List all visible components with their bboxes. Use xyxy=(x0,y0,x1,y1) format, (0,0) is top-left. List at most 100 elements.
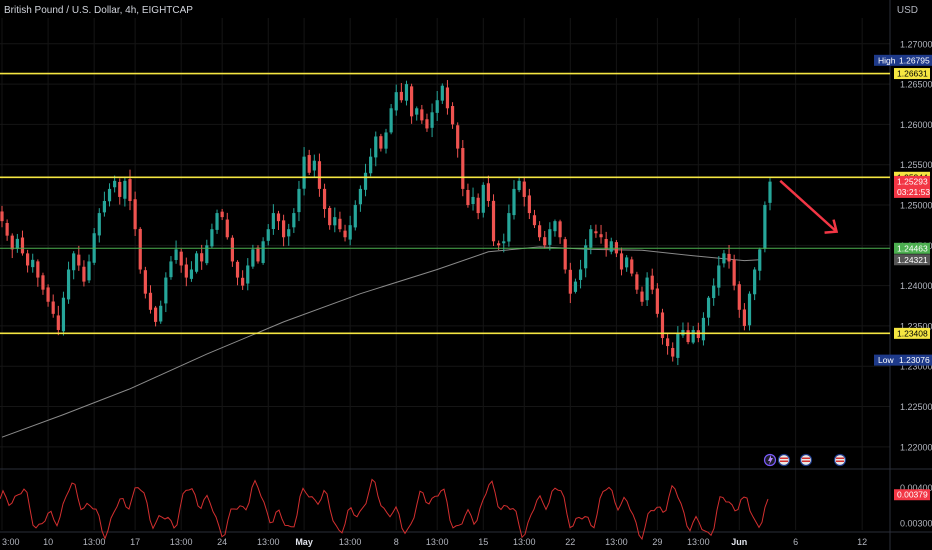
svg-text:1.26795: 1.26795 xyxy=(899,55,930,65)
time-axis[interactable]: 3:00 10 13:00 17 13:00 24 13:00 May 13:00 8 13:00 1… xyxy=(2,537,867,547)
candle-body-36 xyxy=(184,264,188,278)
svg-text:1.23076: 1.23076 xyxy=(899,355,930,365)
price-label-ma-5: 1.24321 xyxy=(894,254,930,266)
candle-body-15 xyxy=(77,254,81,266)
candle-body-98 xyxy=(502,241,506,244)
candle-body-41 xyxy=(210,229,214,247)
candle-body-35 xyxy=(179,251,183,266)
time-tick-6: 13:00 xyxy=(257,537,280,547)
candle-body-144 xyxy=(737,284,741,310)
time-tick-2: 13:00 xyxy=(83,537,106,547)
forecast-arrow xyxy=(779,179,839,234)
candle-body-28 xyxy=(143,270,147,294)
candle-body-111 xyxy=(568,269,572,294)
candle-body-16 xyxy=(82,266,86,282)
candle-body-105 xyxy=(538,225,542,238)
price-tick-7: 1.23500 xyxy=(900,321,932,331)
arrow-shaft xyxy=(779,179,838,233)
candle-body-47 xyxy=(241,277,245,286)
candle-body-109 xyxy=(558,221,562,238)
candle-body-112 xyxy=(573,281,578,292)
osc-tick-1: 0.00300 xyxy=(900,518,932,528)
candle-body-56 xyxy=(287,229,291,237)
candle-body-106 xyxy=(543,237,547,246)
candle-body-54 xyxy=(276,213,281,222)
candle-body-43 xyxy=(220,211,224,218)
candle-body-83 xyxy=(425,119,429,129)
candle-body-72 xyxy=(369,156,373,174)
candle-body-87 xyxy=(445,87,450,109)
candle-body-5 xyxy=(26,253,30,266)
candle-body-113 xyxy=(578,269,583,280)
candle-body-50 xyxy=(256,247,260,262)
candle-body-88 xyxy=(450,106,455,125)
candle-body-137 xyxy=(701,317,706,341)
time-tick-13: 22 xyxy=(565,537,575,547)
candle-body-124 xyxy=(635,274,639,290)
candle-body-119 xyxy=(609,241,613,252)
candle-body-147 xyxy=(753,269,757,295)
candle-body-13 xyxy=(66,269,71,300)
candle-body-104 xyxy=(532,215,537,226)
price-axis[interactable]: 1.270001.265001.260001.255001.250001.245… xyxy=(874,39,932,528)
candle-body-17 xyxy=(87,261,91,281)
svg-text:High: High xyxy=(878,55,896,65)
candle-body-149 xyxy=(763,205,767,249)
candle-body-132 xyxy=(676,333,680,358)
time-tick-10: 13:00 xyxy=(426,537,449,547)
time-tick-11: 15 xyxy=(478,537,488,547)
candle-body-59 xyxy=(302,156,306,189)
candle-body-123 xyxy=(630,259,634,274)
candle-body-69 xyxy=(353,205,357,228)
candle-body-94 xyxy=(481,184,485,213)
candle-body-103 xyxy=(527,195,531,214)
candle-body-37 xyxy=(189,269,194,279)
candle-body-95 xyxy=(486,183,490,201)
us-flag-icon-1[interactable] xyxy=(777,453,791,467)
event-markers xyxy=(763,453,847,467)
price-tick-6: 1.24000 xyxy=(900,281,932,291)
osc-last-label: 0.00379 xyxy=(894,489,930,501)
candle-body-53 xyxy=(271,213,275,230)
candle-body-0 xyxy=(0,211,4,222)
candle-body-107 xyxy=(548,229,552,245)
price-label-green-4: 1.24463 xyxy=(894,242,930,254)
price-label-extreme-0: High 1.26795 xyxy=(874,54,932,66)
price-tick-10: 1.22000 xyxy=(900,442,932,452)
candle-body-66 xyxy=(338,218,342,230)
support-resistance-lines xyxy=(0,72,890,335)
candle-body-40 xyxy=(205,245,209,264)
time-tick-9: 8 xyxy=(394,537,399,547)
us-flag-icon-2[interactable] xyxy=(799,453,813,467)
candle-body-45 xyxy=(230,237,234,262)
candle-body-24 xyxy=(123,180,127,199)
chart-title: British Pound / U.S. Dollar, 4h, EIGHTCA… xyxy=(4,5,193,16)
candle-body-102 xyxy=(522,181,526,197)
candle-body-62 xyxy=(317,161,322,189)
price-tick-4: 1.25000 xyxy=(900,201,932,211)
svg-text:1.25293: 1.25293 xyxy=(897,176,928,186)
us-flag-icon-3[interactable] xyxy=(833,453,847,467)
candle-body-116 xyxy=(594,231,598,234)
candle-body-97 xyxy=(497,243,501,246)
price-tick-3: 1.25500 xyxy=(900,160,932,170)
candle-body-141 xyxy=(722,253,726,264)
candle-body-9 xyxy=(46,287,50,302)
candle-body-90 xyxy=(461,148,465,189)
candle-body-96 xyxy=(491,200,496,242)
candle-body-100 xyxy=(512,188,516,216)
candle-body-67 xyxy=(343,230,347,238)
candle-body-29 xyxy=(148,292,153,310)
candle-body-131 xyxy=(671,347,675,357)
svg-text:1.24321: 1.24321 xyxy=(897,255,928,265)
candle-body-55 xyxy=(282,220,286,238)
candle-body-78 xyxy=(399,91,403,101)
lightning-icon-0[interactable] xyxy=(763,453,777,467)
candle-body-73 xyxy=(374,136,378,158)
time-tick-12: 13:00 xyxy=(513,537,536,547)
candle-body-84 xyxy=(430,112,434,128)
candle-body-71 xyxy=(363,172,368,190)
candle-body-81 xyxy=(415,108,419,115)
